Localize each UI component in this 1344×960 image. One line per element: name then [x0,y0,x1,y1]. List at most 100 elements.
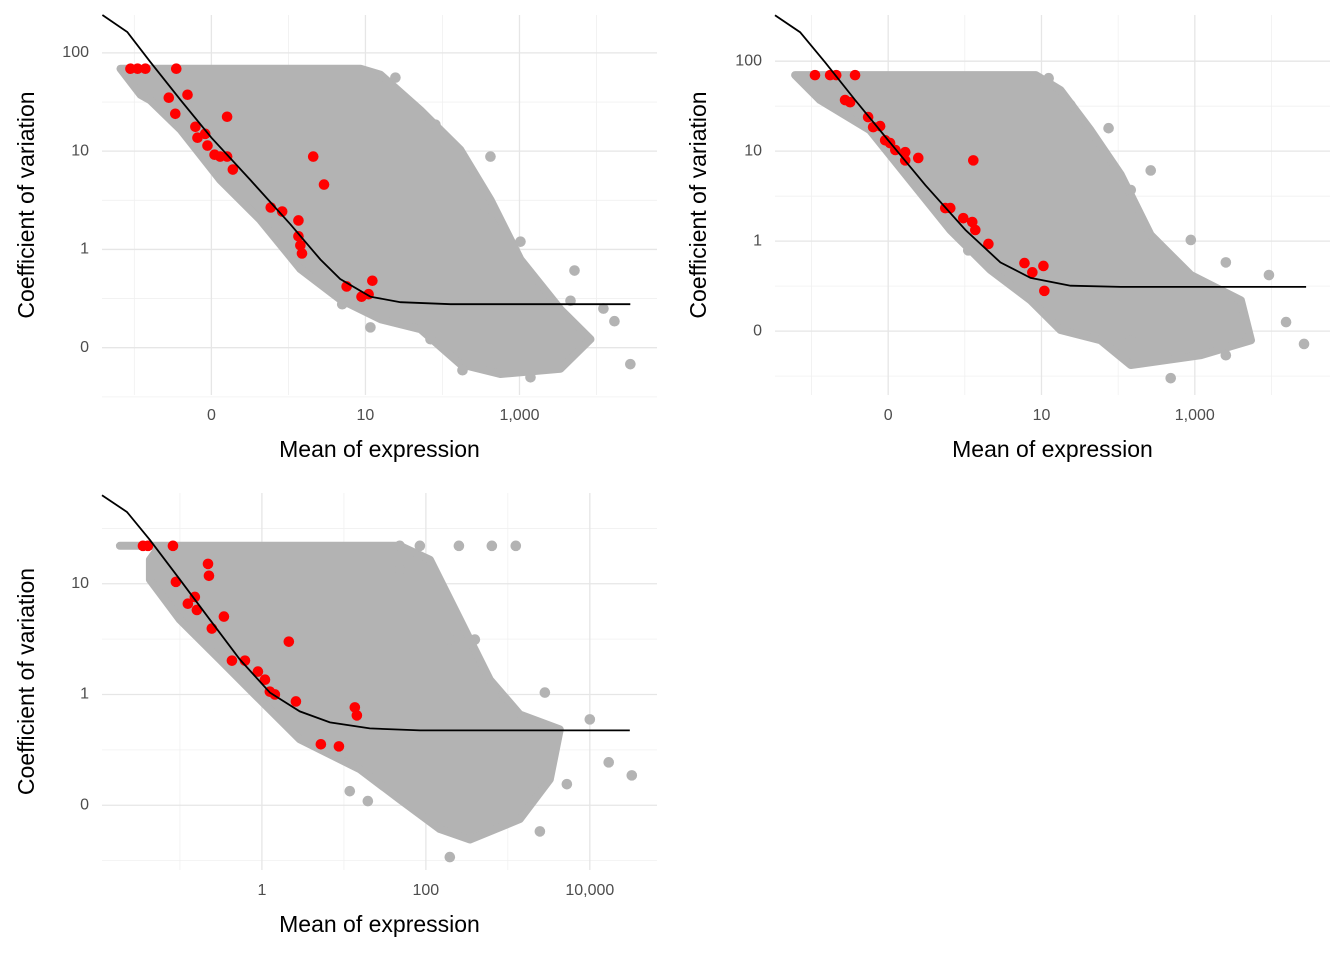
y-tick-label: 1 [80,241,89,258]
y-tick-label: 100 [735,52,762,69]
point [290,696,302,707]
point [1043,72,1054,84]
point [598,303,609,314]
point [1039,285,1050,297]
point [190,121,201,133]
y-tick-label: 1 [753,232,762,249]
point [1165,372,1177,384]
point [1280,316,1292,328]
point [276,206,288,217]
point [966,216,978,228]
point [333,741,345,752]
y-tick-label: 1 [80,686,89,703]
point [874,120,886,132]
point [293,215,304,226]
fit-line [101,14,631,306]
point [469,634,481,645]
point [525,371,536,383]
point [221,111,233,123]
point [293,230,304,242]
point [1125,184,1137,196]
point [485,151,496,162]
y-tick-label: 10 [71,575,89,592]
point [957,212,969,224]
point [625,358,636,370]
point [202,140,213,151]
point [510,540,522,552]
point [163,92,175,103]
point [218,611,230,622]
point [351,710,363,721]
point [170,63,182,75]
x-tick-label: 1 [257,882,266,899]
point [132,63,143,75]
point [140,63,151,75]
point [344,785,356,797]
point [480,204,491,215]
fit-line [101,494,630,732]
point [259,674,271,685]
point [283,636,295,647]
point [539,687,551,698]
point [189,591,201,603]
x-axis-title: Mean of expression [279,911,480,937]
point [849,69,861,81]
x-tick-label: 10,000 [565,882,614,899]
point [970,224,981,236]
point [394,564,406,575]
point [603,757,615,768]
point [203,570,215,582]
point [182,89,193,101]
x-tick-label: 0 [207,407,216,424]
y-tick-label: 100 [62,44,89,61]
x-tick-label: 1,000 [1175,407,1215,424]
point [227,164,239,175]
point [394,540,406,552]
point [809,69,821,81]
point [1185,234,1197,246]
point [444,851,456,863]
y-axis-title: Coefficient of variation [13,568,39,795]
point [425,333,436,345]
point [1103,122,1114,134]
point [142,540,154,552]
y-tick-label: 0 [80,796,89,813]
point [336,298,348,310]
point [453,540,465,552]
point [844,96,856,108]
point [182,598,194,610]
point [444,634,456,645]
point [912,152,924,164]
point [252,666,264,677]
point [515,236,526,247]
point [390,72,401,83]
point [362,795,374,807]
point-cloud [791,71,1255,369]
point [1038,260,1049,272]
point [1065,99,1076,111]
x-tick-label: 0 [884,407,893,424]
point [1298,338,1310,350]
point [569,265,580,276]
x-tick-label: 1,000 [499,407,539,424]
y-tick-label: 0 [80,339,89,356]
x-axis-title: Mean of expression [279,436,480,462]
point [1125,335,1137,346]
point [296,248,308,259]
point [534,826,546,837]
point [983,238,994,250]
point [561,778,573,790]
point [349,702,361,713]
point [1220,349,1232,361]
point [584,714,596,725]
point [192,132,203,144]
point [489,684,501,695]
point [1263,269,1275,281]
x-tick-label: 100 [413,882,440,899]
point-cloud [116,64,595,378]
y-axis-title: Coefficient of variation [685,91,711,318]
